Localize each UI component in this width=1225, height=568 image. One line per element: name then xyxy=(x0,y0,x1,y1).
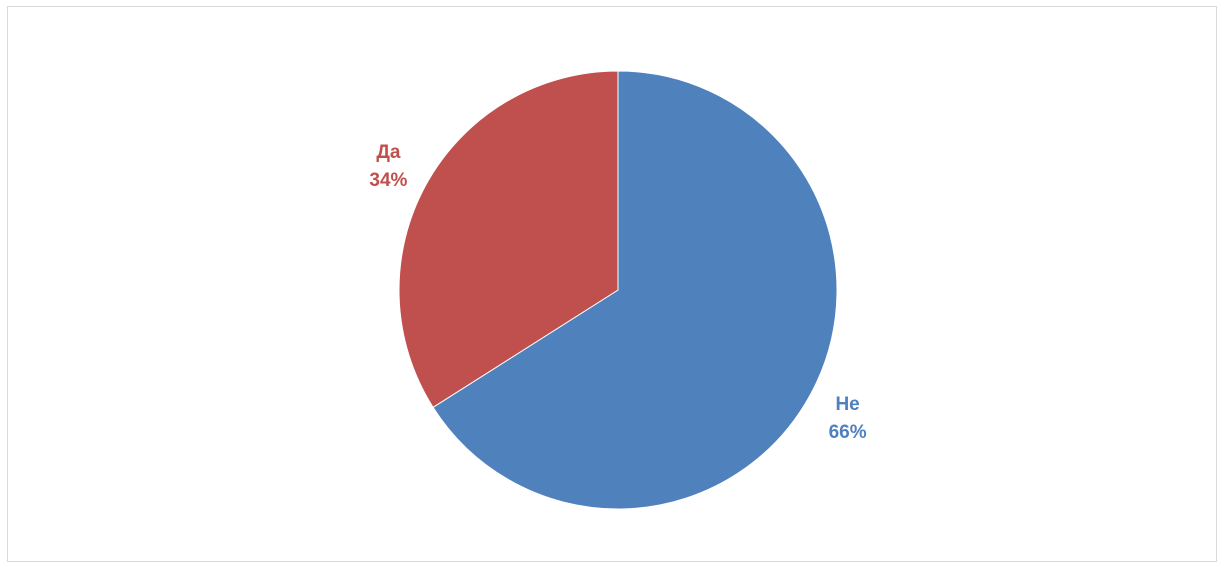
pie-slices xyxy=(399,71,837,509)
slice-label-ne-name: Не xyxy=(835,394,859,415)
slice-label-da-percent: 34% xyxy=(369,170,407,191)
slice-label-da-name: Да xyxy=(376,142,401,163)
slice-label-ne-percent: 66% xyxy=(829,422,867,443)
